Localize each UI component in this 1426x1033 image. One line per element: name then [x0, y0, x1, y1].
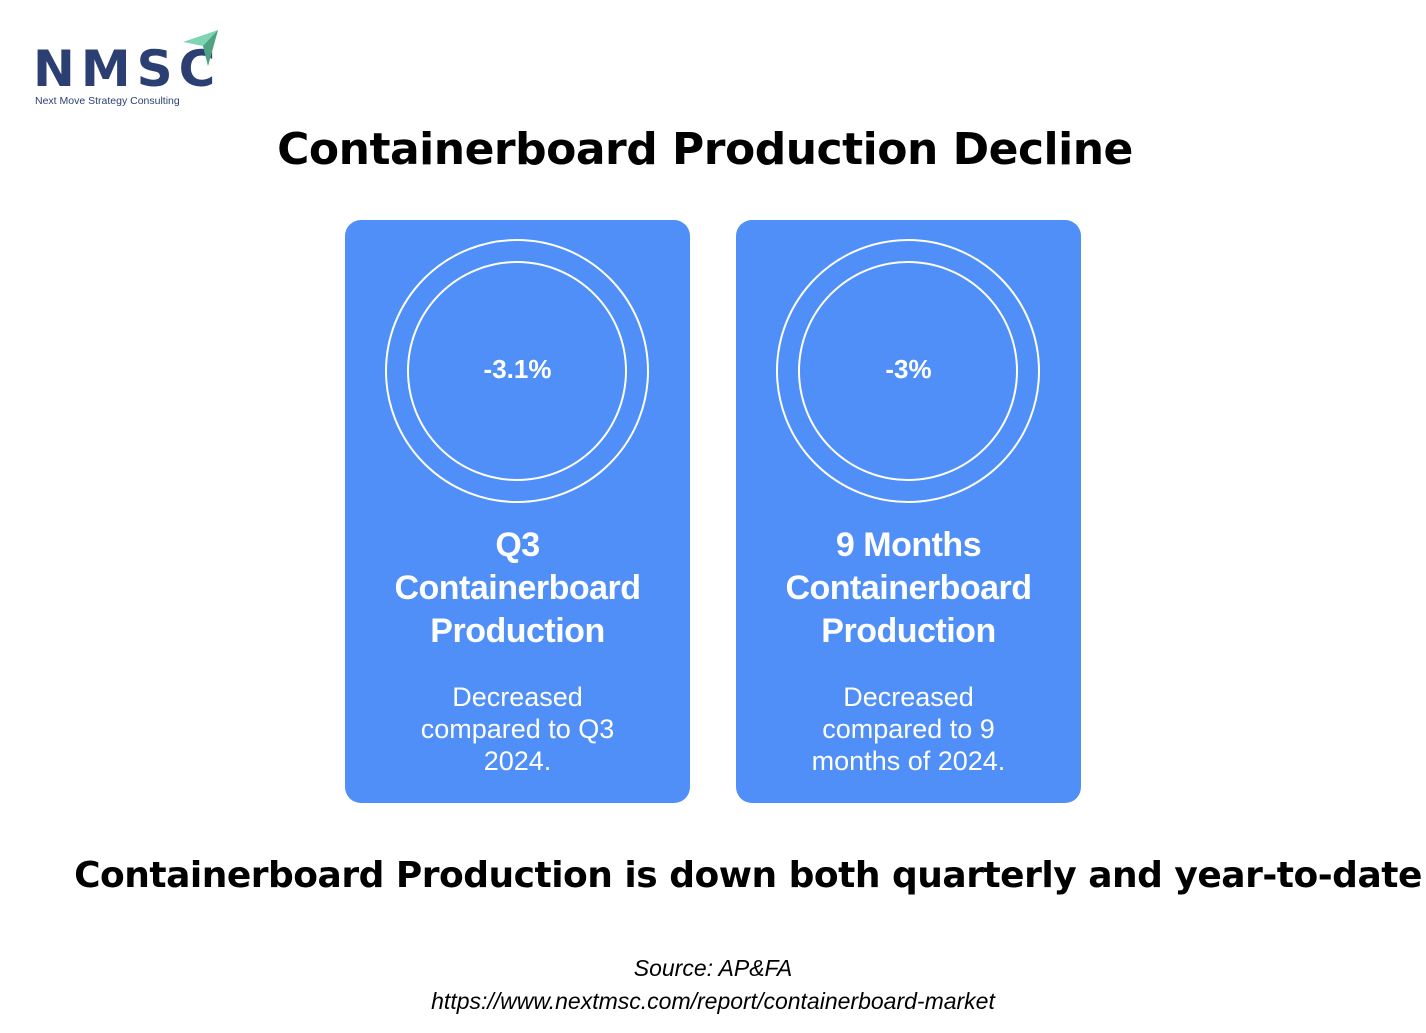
stat-card-q3: -3.1% Q3 Containerboard Production Decre… — [345, 220, 690, 803]
stat-description: Decreased compared to Q3 2024. — [420, 682, 615, 776]
stat-card-9-months: -3% 9 Months Containerboard Production D… — [736, 220, 1081, 803]
page-title: Containerboard Production Decline — [277, 124, 1133, 175]
summary-text: Containerboard Production is down both q… — [74, 855, 1422, 896]
logo: NMSC Next Move Strategy Consulting — [33, 28, 223, 108]
paper-plane-icon — [183, 30, 218, 66]
logo-wordmark: NMSC — [33, 40, 222, 98]
stat-description: Decreased compared to 9 months of 2024. — [811, 682, 1006, 776]
stat-heading: Q3 Containerboard Production — [394, 526, 641, 650]
source-url[interactable]: https://www.nextmsc.com/report/container… — [431, 988, 995, 1014]
ring-icon — [385, 239, 649, 503]
ring-icon — [776, 239, 1040, 503]
logo-tagline: Next Move Strategy Consulting — [35, 95, 180, 107]
stat-value: -3% — [885, 354, 932, 384]
stat-heading: 9 Months Containerboard Production — [785, 526, 1032, 650]
source-label: Source: AP&FA — [633, 955, 793, 981]
stat-value: -3.1% — [483, 354, 552, 384]
